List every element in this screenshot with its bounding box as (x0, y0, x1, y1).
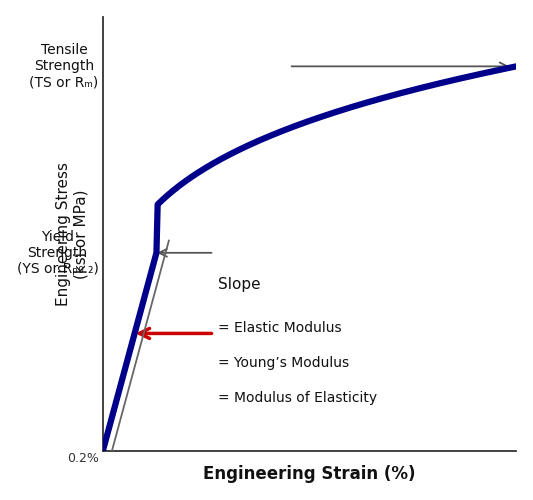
Y-axis label: Engineering Stress
(ksi or MPa): Engineering Stress (ksi or MPa) (56, 162, 89, 306)
Text: Slope: Slope (219, 277, 261, 292)
Text: = Elastic Modulus: = Elastic Modulus (219, 321, 342, 335)
X-axis label: Engineering Strain (%): Engineering Strain (%) (203, 466, 416, 483)
Text: = Young’s Modulus: = Young’s Modulus (219, 356, 350, 370)
Text: 0.2%: 0.2% (67, 452, 99, 466)
Text: Tensile
Strength
(TS or Rₘ): Tensile Strength (TS or Rₘ) (29, 43, 99, 90)
Text: = Modulus of Elasticity: = Modulus of Elasticity (219, 392, 377, 406)
Text: Yield
Strength
(YS or Rₚ₀.₂): Yield Strength (YS or Rₚ₀.₂) (17, 230, 99, 276)
